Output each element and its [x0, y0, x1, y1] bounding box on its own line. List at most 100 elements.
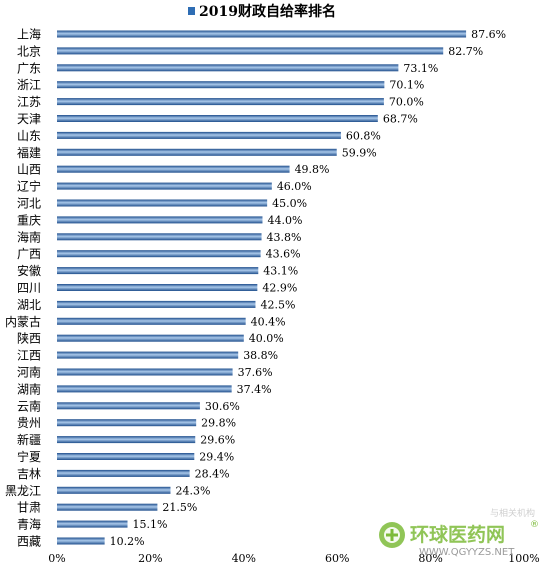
bar — [57, 453, 195, 460]
data-label: 70.0% — [389, 96, 424, 109]
category-label: 吉林 — [17, 467, 41, 481]
chart-title: 2019财政自给率排名 — [199, 3, 336, 20]
category-label: 辽宁 — [17, 179, 41, 194]
watermark-url: WWW.QGYYZS.NET — [419, 547, 515, 558]
bars-group: 上海 87.6% 北京 82.7% 广东 73.1% 浙江 70.1% 江苏 70.0% 天津 68.… — [5, 27, 506, 549]
category-label: 黑龙江 — [5, 484, 41, 498]
data-label: 49.8% — [295, 163, 330, 176]
category-label: 广东 — [17, 61, 41, 75]
bar — [57, 520, 128, 528]
category-label: 甘肃 — [17, 501, 41, 515]
category-label: 四川 — [17, 281, 41, 295]
data-label: 10.2% — [110, 535, 145, 548]
category-label: 宁夏 — [17, 449, 41, 464]
bar — [57, 317, 246, 325]
bar — [57, 115, 378, 122]
category-label: 广西 — [17, 247, 41, 261]
bar — [57, 81, 385, 89]
bar — [57, 165, 290, 173]
bar — [57, 503, 158, 511]
x-tick-label: 100% — [508, 552, 539, 565]
x-tick-label: 20% — [138, 552, 162, 565]
bar — [57, 98, 384, 106]
data-label: 43.6% — [266, 248, 301, 261]
data-label: 30.6% — [205, 400, 240, 413]
bar — [57, 469, 190, 477]
bar — [57, 419, 197, 427]
category-label: 江西 — [17, 349, 41, 363]
x-tick-label: 40% — [232, 552, 256, 565]
data-label: 37.4% — [237, 383, 272, 396]
data-label: 29.6% — [200, 434, 235, 447]
data-label: 73.1% — [403, 62, 438, 75]
bar — [57, 284, 258, 291]
data-label: 28.4% — [195, 467, 230, 480]
data-label: 15.1% — [133, 518, 168, 531]
category-label: 福建 — [17, 145, 41, 160]
data-label: 59.9% — [342, 146, 377, 159]
data-label: 44.0% — [267, 214, 302, 227]
data-label: 82.7% — [448, 45, 483, 58]
category-label: 河南 — [17, 365, 41, 380]
legend-swatch — [188, 7, 195, 15]
category-label: 湖北 — [17, 297, 41, 312]
bar — [57, 368, 233, 376]
watermark: 环球医药网 ® WWW.QGYYZS.NET 与相关机构 — [379, 507, 539, 558]
data-label: 24.3% — [175, 484, 210, 497]
category-label: 贵州 — [17, 416, 41, 430]
category-label: 内蒙古 — [5, 314, 41, 329]
data-label: 40.0% — [249, 332, 284, 345]
category-label: 江苏 — [17, 95, 41, 109]
bar — [57, 334, 244, 342]
data-label: 43.8% — [267, 231, 302, 244]
x-tick-label: 60% — [325, 552, 349, 565]
category-label: 西藏 — [17, 535, 41, 549]
x-tick-label: 0% — [48, 552, 65, 565]
category-label: 陕西 — [17, 331, 41, 346]
category-label: 海南 — [17, 229, 41, 244]
category-label: 新疆 — [17, 432, 41, 447]
category-label: 山西 — [17, 163, 41, 177]
data-label: 43.1% — [263, 265, 298, 278]
bar — [57, 30, 467, 38]
bar — [57, 199, 268, 207]
bar — [57, 436, 196, 444]
bar — [57, 47, 444, 55]
data-label: 87.6% — [471, 28, 506, 41]
watermark-title: 环球医药网 — [410, 523, 505, 546]
data-label: 40.4% — [251, 315, 286, 328]
data-label: 70.1% — [389, 79, 424, 92]
data-label: 29.8% — [201, 417, 236, 430]
data-label: 29.4% — [199, 451, 234, 464]
bar — [57, 131, 341, 139]
bar — [57, 64, 399, 72]
watermark-partial-text: 与相关机构 — [490, 507, 535, 519]
category-label: 山东 — [17, 129, 41, 143]
bar — [57, 233, 262, 241]
watermark-logo-icon — [379, 522, 405, 548]
watermark-registered: ® — [530, 520, 539, 530]
bar — [57, 351, 239, 359]
category-label: 湖南 — [17, 381, 41, 396]
bar — [57, 148, 337, 156]
data-label: 37.6% — [238, 366, 273, 379]
data-label: 42.9% — [262, 282, 297, 295]
data-label: 42.5% — [260, 298, 295, 311]
bar — [57, 216, 263, 224]
data-label: 45.0% — [272, 197, 307, 210]
bar — [57, 385, 232, 393]
category-label: 北京 — [17, 44, 41, 58]
bar — [57, 486, 171, 494]
category-label: 青海 — [17, 517, 41, 532]
x-axis: 0% 20% 40% 60% 80% 100% — [48, 552, 539, 565]
data-label: 38.8% — [243, 349, 278, 362]
category-label: 天津 — [17, 112, 41, 126]
data-label: 60.8% — [346, 129, 381, 142]
category-label: 重庆 — [17, 213, 41, 227]
category-label: 浙江 — [17, 78, 41, 92]
category-label: 安徽 — [17, 263, 41, 278]
data-label: 68.7% — [383, 113, 418, 126]
x-tick-label: 80% — [418, 552, 442, 565]
data-label: 46.0% — [277, 180, 312, 193]
